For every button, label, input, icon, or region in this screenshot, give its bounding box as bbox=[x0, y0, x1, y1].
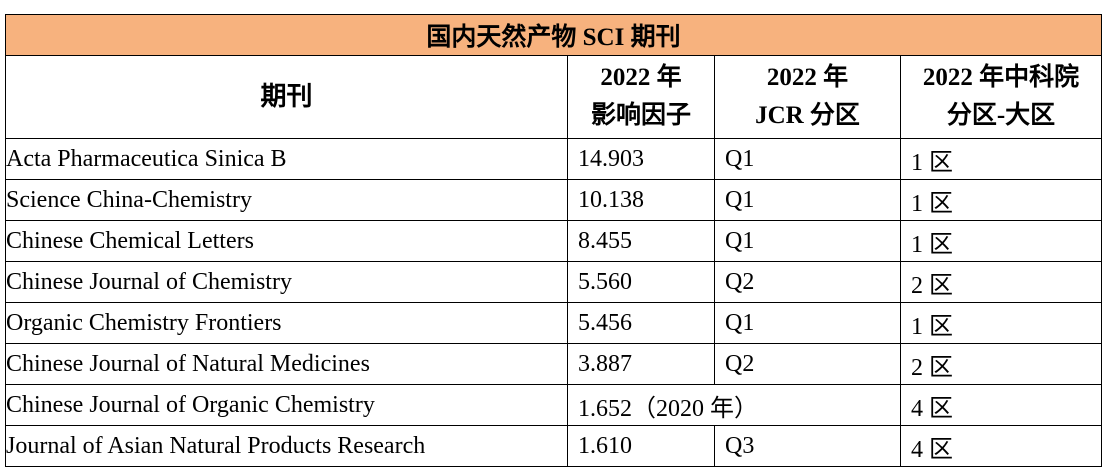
table-row: Science China-Chemistry 10.138 Q1 1 区 bbox=[5, 179, 1103, 221]
journal-name: Chinese Journal of Chemistry bbox=[5, 261, 568, 303]
table-row: Acta Pharmaceutica Sinica B 14.903 Q1 1 … bbox=[5, 138, 1103, 180]
header-row: 期刊 2022 年 影响因子 2022 年 JCR 分区 2022 年中科院 分… bbox=[5, 55, 1103, 139]
journal-name: Organic Chemistry Frontiers bbox=[5, 302, 568, 344]
cas-zone: 1 区 bbox=[899, 179, 1103, 221]
journal-name: Acta Pharmaceutica Sinica B bbox=[5, 138, 568, 180]
cas-zone: 1 区 bbox=[899, 138, 1103, 180]
title-row: 国内天然产物 SCI 期刊 bbox=[4, 14, 1103, 56]
cas-zone: 2 区 bbox=[899, 261, 1103, 303]
cas-zone: 4 区 bbox=[899, 384, 1103, 426]
header-impact-factor-line1: 2022 年 bbox=[600, 64, 682, 91]
journal-table: 国内天然产物 SCI 期刊 期刊 2022 年 影响因子 2022 年 JCR … bbox=[4, 14, 1103, 467]
jcr-quartile: Q3 bbox=[714, 425, 901, 467]
header-jcr-line2: JCR 分区 bbox=[755, 102, 860, 129]
table-row: Chinese Journal of Natural Medicines 3.8… bbox=[5, 343, 1103, 385]
header-cas: 2022 年中科院 分区-大区 bbox=[899, 55, 1103, 139]
impact-factor: 10.138 bbox=[567, 179, 715, 221]
journal-name: Journal of Asian Natural Products Resear… bbox=[5, 425, 568, 467]
cas-zone: 4 区 bbox=[899, 425, 1103, 467]
impact-factor: 5.456 bbox=[567, 302, 715, 344]
journal-name: Science China-Chemistry bbox=[5, 179, 568, 221]
impact-factor: 8.455 bbox=[567, 220, 715, 262]
impact-factor: 5.560 bbox=[567, 261, 715, 303]
journal-name: Chinese Chemical Letters bbox=[5, 220, 568, 262]
journal-name: Chinese Journal of Natural Medicines bbox=[5, 343, 568, 385]
table-title: 国内天然产物 SCI 期刊 bbox=[4, 14, 1103, 56]
table-row: Chinese Chemical Letters 8.455 Q1 1 区 bbox=[5, 220, 1103, 262]
header-jcr: 2022 年 JCR 分区 bbox=[714, 55, 901, 139]
cas-zone: 2 区 bbox=[899, 343, 1103, 385]
cas-zone: 1 区 bbox=[899, 220, 1103, 262]
jcr-quartile: Q1 bbox=[714, 179, 901, 221]
cas-zone: 1 区 bbox=[899, 302, 1103, 344]
jcr-quartile: Q1 bbox=[714, 138, 901, 180]
jcr-quartile: Q1 bbox=[714, 302, 901, 344]
table-row: Chinese Journal of Organic Chemistry 1.6… bbox=[5, 384, 1103, 426]
table-row: Journal of Asian Natural Products Resear… bbox=[5, 425, 1103, 467]
jcr-quartile: Q2 bbox=[714, 261, 901, 303]
table-row: Organic Chemistry Frontiers 5.456 Q1 1 区 bbox=[5, 302, 1103, 344]
impact-factor: 1.610 bbox=[567, 425, 715, 467]
journal-name: Chinese Journal of Organic Chemistry bbox=[5, 384, 568, 426]
impact-factor: 14.903 bbox=[567, 138, 715, 180]
jcr-quartile: Q1 bbox=[714, 220, 901, 262]
impact-factor-merged: 1.652（2020 年） bbox=[567, 384, 901, 426]
header-jcr-line1: 2022 年 bbox=[766, 64, 849, 91]
header-cas-line2: 分区-大区 bbox=[946, 102, 1056, 129]
header-impact-factor-line2: 影响因子 bbox=[590, 102, 691, 129]
header-journal: 期刊 bbox=[5, 55, 568, 139]
table-row: Chinese Journal of Chemistry 5.560 Q2 2 … bbox=[5, 261, 1103, 303]
header-impact-factor: 2022 年 影响因子 bbox=[567, 55, 715, 139]
header-cas-line1: 2022 年中科院 bbox=[922, 64, 1080, 91]
jcr-quartile: Q2 bbox=[714, 343, 901, 385]
impact-factor: 3.887 bbox=[567, 343, 715, 385]
